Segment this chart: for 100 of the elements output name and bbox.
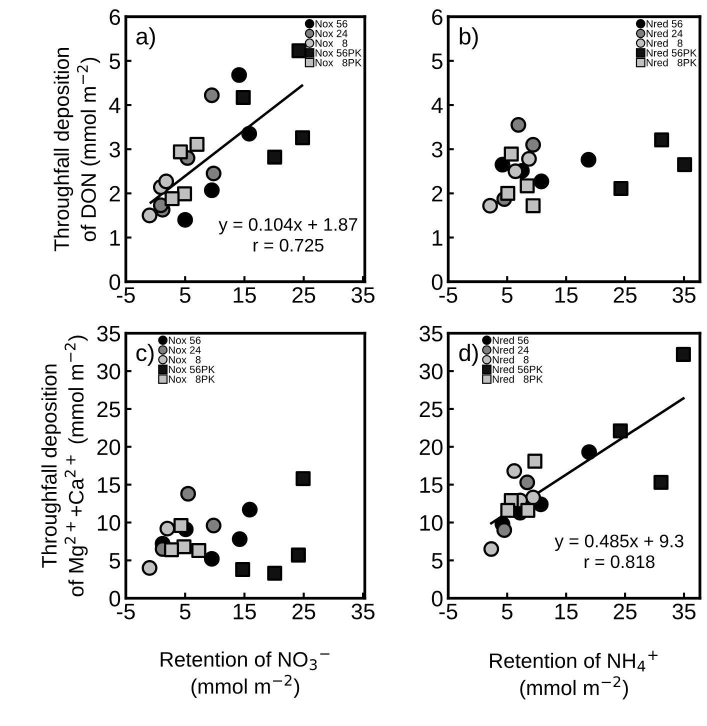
point: [654, 474, 669, 490]
point: [173, 518, 189, 534]
y-tick-label: 3: [109, 142, 120, 158]
point: [164, 542, 180, 558]
point: [510, 117, 526, 133]
y-tick-label: 1: [432, 230, 442, 246]
legend-label: Nox 56: [168, 336, 201, 344]
point: [296, 471, 311, 486]
y-tick-label: 2: [110, 186, 120, 202]
point: [612, 423, 628, 438]
x-tick-label: 15: [234, 604, 256, 620]
point: [177, 212, 194, 228]
point: [206, 518, 222, 534]
y-tick-label: 35: [420, 326, 442, 342]
x-tick-label: 5: [180, 604, 190, 620]
legend-label: Nred 56: [492, 336, 529, 344]
legend-label: Nox 24: [168, 346, 201, 354]
y-tick-label: 20: [97, 439, 120, 456]
point: [235, 562, 250, 577]
point: [172, 144, 188, 160]
x-tick-label: 25: [614, 287, 636, 303]
x-tick-label: 25: [292, 287, 316, 303]
legend-label: Nred 8PK: [646, 58, 697, 66]
point: [581, 444, 597, 460]
point: [204, 182, 220, 198]
y-tick-label: 15: [98, 477, 120, 493]
point: [159, 520, 176, 536]
y-tick-label: 6: [110, 9, 120, 25]
y-tick-label: 5: [110, 553, 120, 569]
y-tick-label: 3: [432, 142, 442, 158]
y-axis-title: Throughfall deposition of Mg$^{2+}$+Ca$^{2+}$ (mmol m$^{−2}$): [41, 336, 88, 596]
legend-label: Nox 8PK: [168, 375, 215, 383]
y-tick-label: 15: [420, 477, 442, 493]
x-tick-label: 35: [672, 604, 696, 620]
point: [496, 522, 512, 538]
point: [158, 174, 174, 190]
point: [494, 156, 510, 173]
annotation: y = 0.485x + 9.3 r = 0.818: [554, 534, 684, 568]
point: [177, 186, 192, 202]
point: [142, 208, 158, 224]
point: [580, 152, 596, 168]
legend-label: Nox 8: [316, 40, 348, 47]
point: [613, 180, 628, 196]
y-tick-label: 4: [432, 98, 443, 114]
point: [521, 151, 537, 167]
point: [533, 174, 550, 190]
y-tick-label: 1: [110, 230, 120, 246]
annotation: a): [136, 27, 155, 50]
point: [232, 531, 248, 548]
legend-label: Nred 56: [646, 20, 682, 28]
y-tick-label: 35: [97, 326, 120, 342]
point: [519, 474, 536, 490]
point: [527, 454, 542, 469]
legend-label: Nred 8: [492, 356, 529, 364]
y-tick-label: 10: [98, 515, 120, 531]
annotation: d): [459, 344, 478, 366]
y-tick-label: 5: [110, 54, 120, 70]
legend-label: Nox 8PK: [316, 58, 362, 66]
point: [290, 548, 306, 563]
x-tick-label: 5: [502, 604, 512, 620]
y-tick-label: 25: [97, 401, 120, 418]
y-tick-label: 30: [97, 364, 120, 380]
y-tick-label: 6: [432, 9, 442, 25]
point: [483, 541, 500, 557]
x-tick-label: 15: [555, 604, 578, 620]
point: [525, 136, 541, 153]
legend-label: Nred 56PK: [492, 365, 543, 374]
point: [242, 502, 258, 518]
legend-label: Nred 24: [492, 346, 529, 354]
y-tick-label: 25: [420, 401, 442, 418]
y-tick-label: 4: [109, 98, 120, 114]
point: [236, 90, 251, 106]
point: [189, 136, 205, 152]
legend-label: Nox 56: [316, 20, 348, 28]
point: [204, 87, 220, 104]
point: [204, 550, 220, 567]
y-axis-title: Throughfall deposition of DON (mmol m$^{−2}$): [54, 48, 100, 252]
point: [241, 126, 258, 142]
point: [520, 178, 535, 194]
point: [508, 163, 524, 180]
legend-label: Nred 8: [646, 39, 682, 47]
point: [267, 150, 282, 165]
y-tick-label: 5: [432, 54, 442, 70]
point: [504, 146, 519, 162]
annotation: c): [136, 344, 154, 366]
y-tick-label: 2: [432, 186, 442, 202]
x-tick-label: 35: [672, 287, 696, 303]
point: [176, 539, 192, 554]
point: [500, 186, 516, 201]
y-tick-label: 5: [432, 553, 442, 569]
y-tick-label: 10: [420, 515, 443, 531]
point: [142, 560, 158, 576]
x-tick-label: 5: [502, 287, 512, 303]
point: [291, 43, 307, 58]
legend-label: Nred 24: [646, 30, 683, 38]
point: [526, 198, 541, 214]
annotation: b): [460, 27, 478, 50]
legend-label: Nox 56PK: [316, 49, 362, 57]
legend-label: Nred 56PK: [646, 48, 697, 57]
legend-label: Nox 8: [168, 356, 201, 364]
